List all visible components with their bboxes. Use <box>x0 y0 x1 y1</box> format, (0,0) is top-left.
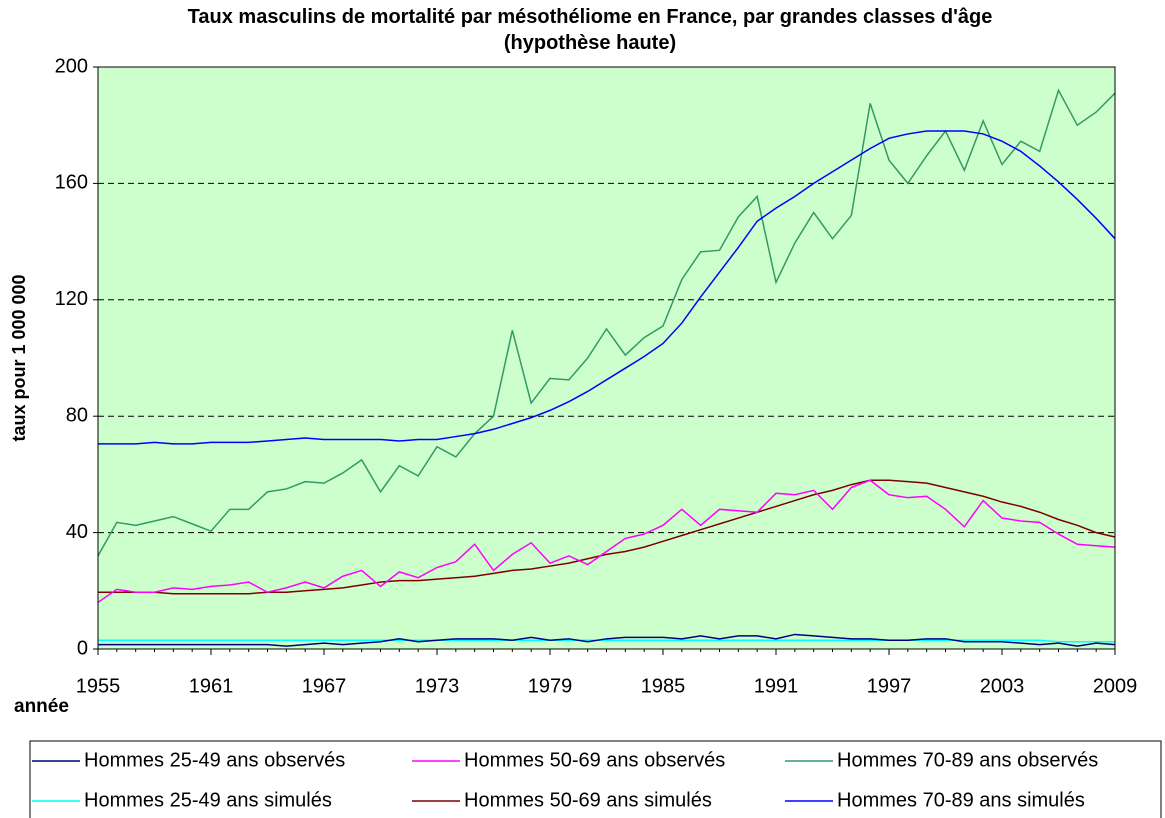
plot-border <box>97 66 1116 650</box>
legend-label: Hommes 25-49 ans simulés <box>84 789 332 811</box>
x-tick-label: 1991 <box>754 675 799 697</box>
x-tick-label: 1955 <box>76 675 121 697</box>
legend-label: Hommes 70-89 ans observés <box>837 749 1098 771</box>
y-tick-label: 0 <box>77 637 88 659</box>
y-axis-label: taux pour 1 000 000 <box>9 274 29 441</box>
y-tick-label: 40 <box>66 521 88 543</box>
y-tick-label: 80 <box>66 404 88 426</box>
legend-label: Hommes 50-69 ans observés <box>464 749 725 771</box>
y-tick-label: 120 <box>55 288 88 310</box>
x-axis-label: année <box>14 696 69 717</box>
legend-label: Hommes 70-89 ans simulés <box>837 789 1085 811</box>
x-tick-label: 1985 <box>641 675 686 697</box>
legend-box <box>29 740 1162 818</box>
series-line <box>97 479 1116 604</box>
series-line <box>98 130 1116 445</box>
legend-label: Hommes 25-49 ans observés <box>84 749 345 771</box>
chart-title: Taux masculins de mortalité par mésothél… <box>187 6 993 54</box>
x-tick-label: 1973 <box>415 675 460 697</box>
x-tick-label: 2009 <box>1093 675 1138 697</box>
plot-area <box>98 67 1115 649</box>
x-tick-label: 1979 <box>528 675 573 697</box>
y-tick-label: 200 <box>55 55 88 77</box>
series-line <box>98 639 1115 643</box>
x-tick-label: 1967 <box>302 675 347 697</box>
x-tick-label: 2003 <box>980 675 1025 697</box>
y-tick-label: 160 <box>55 172 88 194</box>
x-tick-label: 1997 <box>867 675 912 697</box>
legend-label: Hommes 50-69 ans simulés <box>464 789 712 811</box>
series-line <box>98 633 1116 647</box>
x-tick-label: 1961 <box>189 675 234 697</box>
